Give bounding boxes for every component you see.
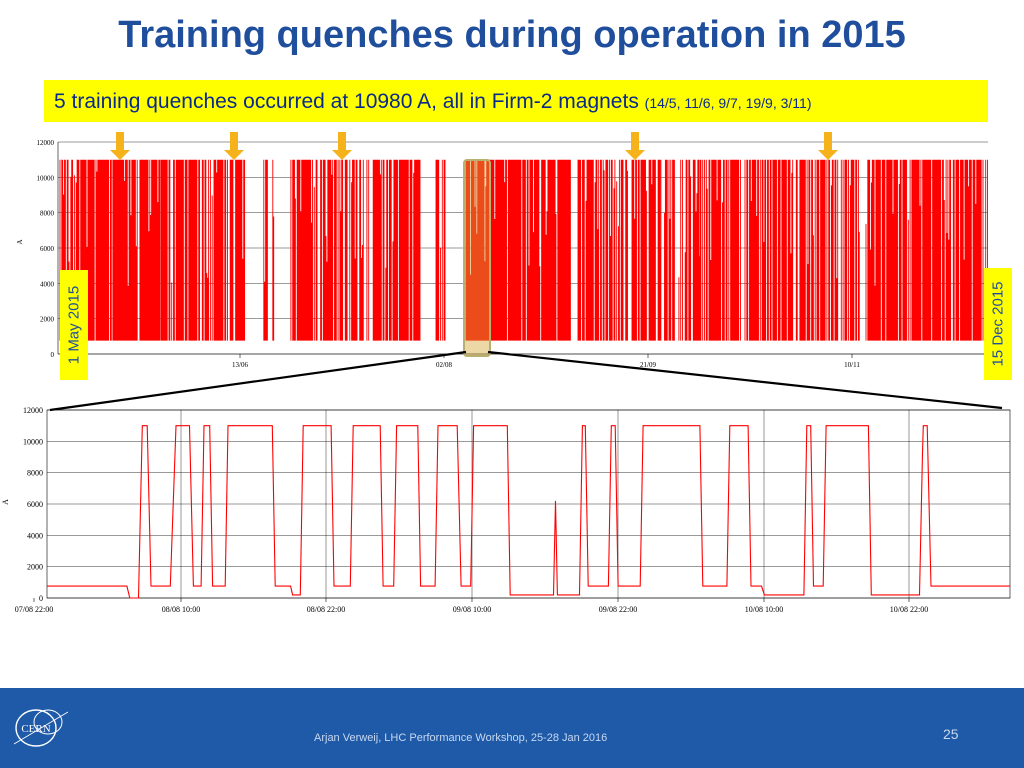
top-ytick-label: 4000 [40, 280, 55, 288]
quench-arrow-icon [110, 132, 130, 160]
slide-title: Training quenches during operation in 20… [118, 14, 906, 56]
bottom-xtick-label: 09/08 22:00 [599, 605, 637, 614]
quench-arrow-icon [332, 132, 352, 160]
top-xtick-label: 13/06 [232, 361, 248, 369]
quench-arrow-icon [224, 132, 244, 160]
end-date-label: 15 Dec 2015 [984, 268, 1012, 380]
bottom-xtick-label: 10/08 10:00 [745, 605, 783, 614]
quench-arrow-icon [625, 132, 645, 160]
slide-footer: CERN Arjan Verweij, LHC Performance Work… [0, 688, 1024, 768]
bottom-xtick-label: 10/08 22:00 [890, 605, 928, 614]
connector-left [49, 350, 467, 412]
bottom-ytick-label: 10000 [23, 437, 43, 446]
top-ytick-label: 8000 [40, 210, 55, 218]
zoomed-current-chart: 0 2000 4000 6000 8000 10000 12000 A 07/08 22:00 0… [1, 406, 1011, 614]
top-ytick-label: 6000 [40, 245, 55, 253]
bottom-xtick-label: 08/08 10:00 [162, 605, 200, 614]
bottom-ytick-label: 6000 [27, 500, 43, 509]
start-date-label: 1 May 2015 [60, 270, 88, 380]
bottom-ytick-label: 12000 [23, 406, 43, 415]
top-ytick-label: 0 [51, 351, 55, 359]
bottom-ytick-label: 4000 [27, 531, 43, 540]
top-xtick-label: 21/09 [640, 361, 656, 369]
bottom-ytick-label: 0 [39, 594, 43, 603]
banner-quench-dates: (14/5, 11/6, 9/7, 19/9, 3/11) [644, 95, 812, 111]
connector-right [487, 350, 1003, 410]
banner-main-text: 5 training quenches occurred at 10980 A,… [54, 90, 639, 113]
top-ytick-label: 12000 [37, 139, 55, 147]
bottom-xtick-label: 09/08 10:00 [453, 605, 491, 614]
page-number: 25 [943, 726, 959, 742]
bottom-xtick-label: 08/08 22:00 [307, 605, 345, 614]
cern-logo-text: CERN [21, 723, 50, 735]
top-ytick-label: 10000 [37, 174, 55, 182]
bottom-current-trace [47, 425, 1010, 599]
overview-current-chart: 0 2000 4000 6000 8000 10000 12000 A 13/06 02/08 21… [16, 132, 988, 369]
bottom-ytick-label: 8000 [27, 469, 43, 478]
top-current-trace [59, 159, 988, 341]
top-ytick-label: 2000 [40, 316, 55, 324]
zoom-highlight-box [463, 159, 491, 357]
bottom-ylabel: A [1, 499, 10, 505]
zoom-connector-lines [49, 350, 1003, 412]
bottom-xtick-label: 07/08 22:00 [15, 605, 53, 614]
top-xtick-label: 10/11 [844, 361, 860, 369]
quench-arrow-icon [818, 132, 838, 160]
top-xtick-label: 02/08 [436, 361, 452, 369]
top-ylabel: A [16, 239, 24, 244]
cern-logo-icon: CERN [13, 709, 69, 747]
footer-citation: Arjan Verweij, LHC Performance Workshop,… [314, 732, 608, 744]
bottom-ytick-label: 2000 [27, 563, 43, 572]
quench-summary-banner: 5 training quenches occurred at 10980 A,… [44, 80, 988, 122]
